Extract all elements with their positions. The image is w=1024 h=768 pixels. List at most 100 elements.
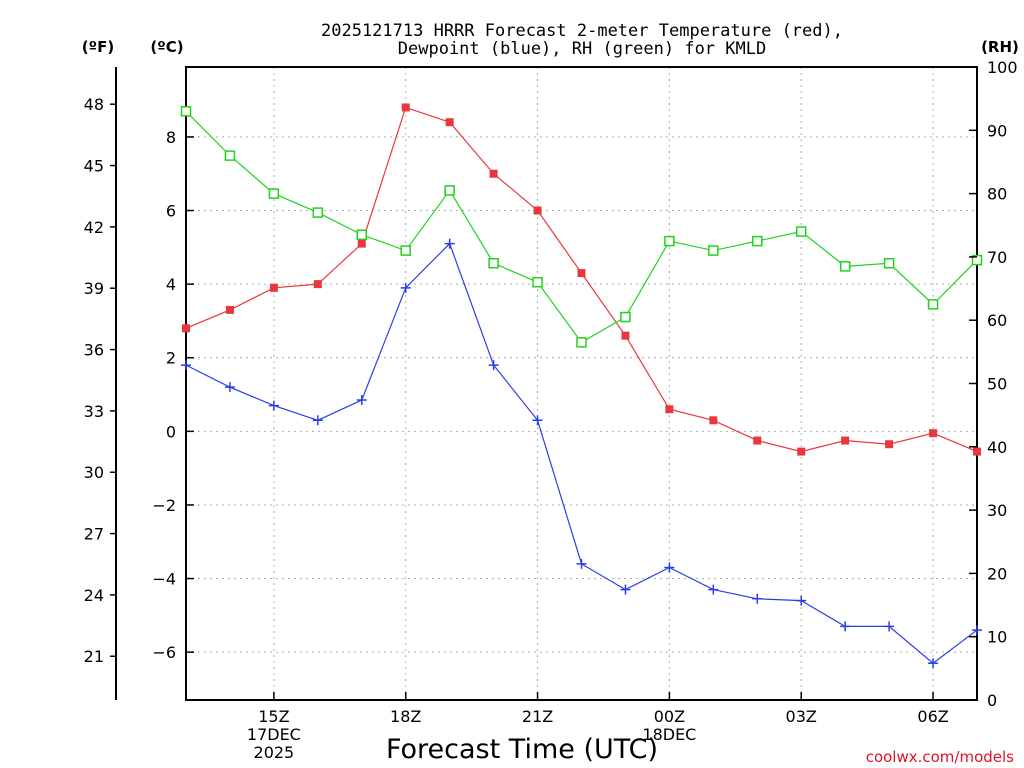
rh-point <box>532 276 543 288</box>
rh-tick-label: 10 <box>987 628 1007 647</box>
dewpoint-point <box>488 360 499 371</box>
x-tick-label: 00Z <box>654 707 685 726</box>
rh-point <box>356 229 368 240</box>
temperature-point <box>533 206 542 215</box>
dewpoint-point <box>884 621 895 632</box>
rh-point <box>620 311 631 323</box>
dewpoint-point <box>972 625 982 636</box>
f-tick-label: 30 <box>84 463 104 482</box>
temperature-point <box>577 269 586 278</box>
temperature-point <box>621 331 630 340</box>
dewpoint-point <box>796 595 807 606</box>
rh-point <box>708 245 719 256</box>
temperature-point <box>709 416 718 425</box>
rh-point <box>444 185 455 196</box>
temperature-point <box>665 405 674 414</box>
rh-point <box>224 150 236 161</box>
rh-point <box>400 245 411 256</box>
f-tick-label: 39 <box>84 279 104 298</box>
rh-point <box>488 257 499 269</box>
c-tick-label: 8 <box>166 128 176 147</box>
temperature-point <box>885 440 894 449</box>
rh-tick-label: 20 <box>987 564 1007 583</box>
c-tick-label: −2 <box>152 496 176 515</box>
rh-point <box>795 226 807 237</box>
dewpoint-point <box>444 238 455 249</box>
temperature-point <box>357 239 366 248</box>
dewpoint-point <box>312 415 323 426</box>
rh-tick-label: 60 <box>987 311 1007 330</box>
dewpoint-point <box>532 415 543 426</box>
x-tick-label: 21Z <box>522 707 553 726</box>
x-tick-date-label: 18DEC <box>642 725 696 744</box>
rh-point <box>839 261 851 272</box>
temperature-point <box>841 436 850 445</box>
f-tick-label: 27 <box>84 525 104 544</box>
f-tick-label: 48 <box>84 95 104 114</box>
dewpoint-point <box>840 621 851 632</box>
f-tick-label: 21 <box>84 647 104 666</box>
temperature-point <box>753 436 762 445</box>
f-tick-label: 33 <box>84 402 104 421</box>
rh-point <box>883 257 895 269</box>
temperature-point <box>269 283 278 292</box>
dewpoint-point <box>928 658 939 669</box>
dewpoint-point <box>400 282 411 293</box>
x-tick-label: 03Z <box>786 707 817 726</box>
f-tick-label: 42 <box>84 218 104 237</box>
c-tick-label: 0 <box>166 422 176 441</box>
rh-point <box>664 235 675 247</box>
dewpoint-point <box>664 562 675 573</box>
rh-point <box>180 106 192 117</box>
rh-tick-label: 0 <box>987 691 997 710</box>
rh-tick-label: 100 <box>987 58 1018 77</box>
dewpoint-point <box>576 558 587 569</box>
rh-tick-label: 40 <box>987 438 1007 457</box>
rh-tick-label: 50 <box>987 375 1007 394</box>
dewpoint-point <box>620 584 631 595</box>
c-tick-label: 6 <box>166 202 176 221</box>
chart-title-line-2: Dewpoint (blue), RH (green) for KMLD <box>398 39 766 59</box>
dewpoint-point <box>708 584 719 595</box>
source-credit: coolwx.com/models <box>866 748 1014 766</box>
rh-tick-label: 90 <box>987 121 1007 140</box>
c-tick-label: 4 <box>166 275 176 294</box>
rh-tick-label: 30 <box>987 501 1007 520</box>
temperature-point <box>973 447 981 456</box>
dewpoint-point <box>224 382 235 393</box>
c-tick-label: −4 <box>152 570 176 589</box>
temperature-point <box>401 103 410 112</box>
f-tick-label: 24 <box>84 586 104 605</box>
rh-point <box>576 337 587 348</box>
x-tick-label: 15Z <box>258 707 289 726</box>
chart-title-line-1: 2025121713 HRRR Forecast 2-meter Tempera… <box>321 21 843 41</box>
celsius-axis-label: (ºC) <box>150 38 183 56</box>
rh-point <box>971 254 983 266</box>
rh-axis-label: (RH) <box>981 38 1019 56</box>
c-tick-label: −6 <box>152 643 176 662</box>
rh-point <box>312 207 324 218</box>
rh-point <box>927 299 939 310</box>
temperature-point <box>797 447 806 456</box>
rh-point <box>752 235 763 247</box>
f-tick-label: 36 <box>84 341 104 360</box>
temperature-point <box>225 305 234 314</box>
c-tick-label: 2 <box>166 349 176 368</box>
rh-point <box>268 188 280 199</box>
f-tick-label: 45 <box>84 157 104 176</box>
dewpoint-point <box>268 400 279 411</box>
x-tick-label: 18Z <box>390 707 421 726</box>
rh-tick-label: 70 <box>987 248 1007 267</box>
x-tick-date-label: 17DEC <box>247 725 301 744</box>
dewpoint-point <box>356 395 367 406</box>
dewpoint-point <box>752 593 763 604</box>
temperature-point <box>929 429 938 438</box>
temperature-point <box>489 169 498 178</box>
dewpoint-point <box>181 360 191 371</box>
x-axis-label: Forecast Time (UTC) <box>386 734 658 765</box>
rh-tick-label: 80 <box>987 185 1007 204</box>
x-tick-label: 06Z <box>917 707 948 726</box>
temperature-point <box>445 118 454 127</box>
x-tick-date-label: 2025 <box>254 743 295 762</box>
